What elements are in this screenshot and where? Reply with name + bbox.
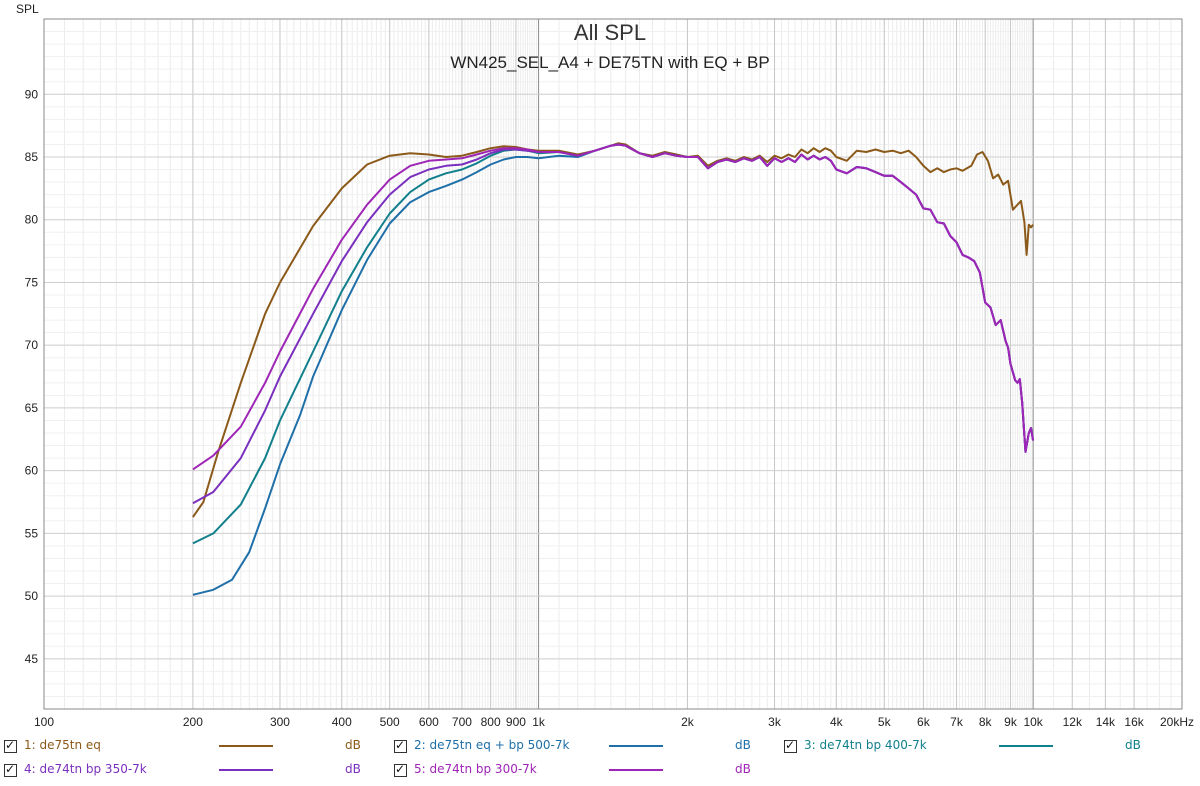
plot-frame — [43, 18, 1183, 710]
x-tick-label: 1k — [532, 715, 546, 729]
legend-label: 2: de75tn eq + bp 500-7k — [414, 738, 570, 752]
x-tick-label: 2k — [681, 715, 695, 729]
y-tick-label: 70 — [25, 338, 39, 352]
y-tick-label: 55 — [25, 526, 39, 540]
chart-background — [0, 0, 1200, 735]
x-tick-labels: 100 200 300 400 500 600 700 800 900 1k 2k 3k 4k 5k 6k 7… — [34, 715, 1194, 729]
legend-item: 4: de74tn bp 350-7k dB — [4, 762, 384, 784]
x-tick-label: 8k — [979, 715, 993, 729]
legend-unit: dB — [735, 762, 751, 776]
x-tick-label: 600 — [419, 715, 439, 729]
grid — [43, 18, 1183, 710]
x-tick-label: 900 — [506, 715, 526, 729]
y-tick-label: 90 — [25, 87, 39, 101]
x-tick-label: 200 — [183, 715, 203, 729]
legend-unit: dB — [345, 738, 361, 752]
x-tick-label: 6k — [917, 715, 931, 729]
legend-item: 1: de75tn eq dB — [4, 738, 384, 760]
x-tick-label: 5k — [878, 715, 892, 729]
x-tick-label: 800 — [481, 715, 501, 729]
x-tick-label: 14k — [1096, 715, 1116, 729]
x-tick-label: 12k — [1063, 715, 1083, 729]
legend-line-swatch — [609, 745, 663, 747]
legend-item: 3: de74tn bp 400-7k dB — [784, 738, 1164, 760]
legend-label: 1: de75tn eq — [24, 738, 101, 752]
x-tick-label: 400 — [332, 715, 352, 729]
y-tick-labels: 45 50 55 60 65 70 75 80 85 90 — [25, 87, 39, 666]
legend-item: 2: de75tn eq + bp 500-7k dB — [394, 738, 774, 760]
x-tick-label: 500 — [380, 715, 400, 729]
y-tick-label: 85 — [25, 150, 39, 164]
x-tick-label: 4k — [830, 715, 844, 729]
legend-line-swatch — [999, 745, 1053, 747]
x-tick-label: 20kHz — [1160, 715, 1194, 729]
legend-label: 3: de74tn bp 400-7k — [804, 738, 927, 752]
legend-line-swatch — [609, 769, 663, 771]
legend-unit: dB — [735, 738, 751, 752]
legend-checkbox[interactable] — [4, 738, 17, 753]
legend-line-swatch — [219, 745, 273, 747]
y-tick-label: 50 — [25, 589, 39, 603]
x-tick-label: 16k — [1124, 715, 1144, 729]
x-tick-label: 7k — [950, 715, 964, 729]
legend-label: 5: de74tn bp 300-7k — [414, 762, 537, 776]
chart-subtitle: WN425_SEL_A4 + DE75TN with EQ + BP — [450, 53, 769, 72]
x-tick-label: 9k — [1004, 715, 1018, 729]
y-tick-label: 75 — [25, 275, 39, 289]
x-tick-label: 10k — [1023, 715, 1043, 729]
legend-checkbox[interactable] — [394, 738, 407, 753]
series-line-1 — [192, 142, 1034, 518]
chart-title: All SPL — [574, 20, 646, 45]
spl-chart: 45 50 55 60 65 70 75 80 85 90 100 200 300 400 500 600 7… — [0, 0, 1200, 735]
legend-checkbox[interactable] — [394, 762, 407, 777]
x-tick-label: 3k — [768, 715, 782, 729]
y-tick-label: 45 — [25, 652, 39, 666]
legend-checkbox[interactable] — [4, 762, 17, 777]
x-tick-label: 100 — [34, 715, 54, 729]
legend-label: 4: de74tn bp 350-7k — [24, 762, 147, 776]
legend-item: 5: de74tn bp 300-7k dB — [394, 762, 774, 784]
legend-unit: dB — [1125, 738, 1141, 752]
y-tick-label: 80 — [25, 213, 39, 227]
series-line-5 — [192, 143, 1035, 471]
legend-line-swatch — [219, 769, 273, 771]
x-tick-label: 300 — [270, 715, 290, 729]
y-axis-label: SPL — [16, 2, 39, 16]
y-tick-label: 65 — [25, 401, 39, 415]
series-lines — [192, 142, 1035, 596]
y-tick-label: 60 — [25, 464, 39, 478]
legend-checkbox[interactable] — [784, 738, 797, 753]
x-tick-label: 700 — [452, 715, 472, 729]
legend-unit: dB — [345, 762, 361, 776]
